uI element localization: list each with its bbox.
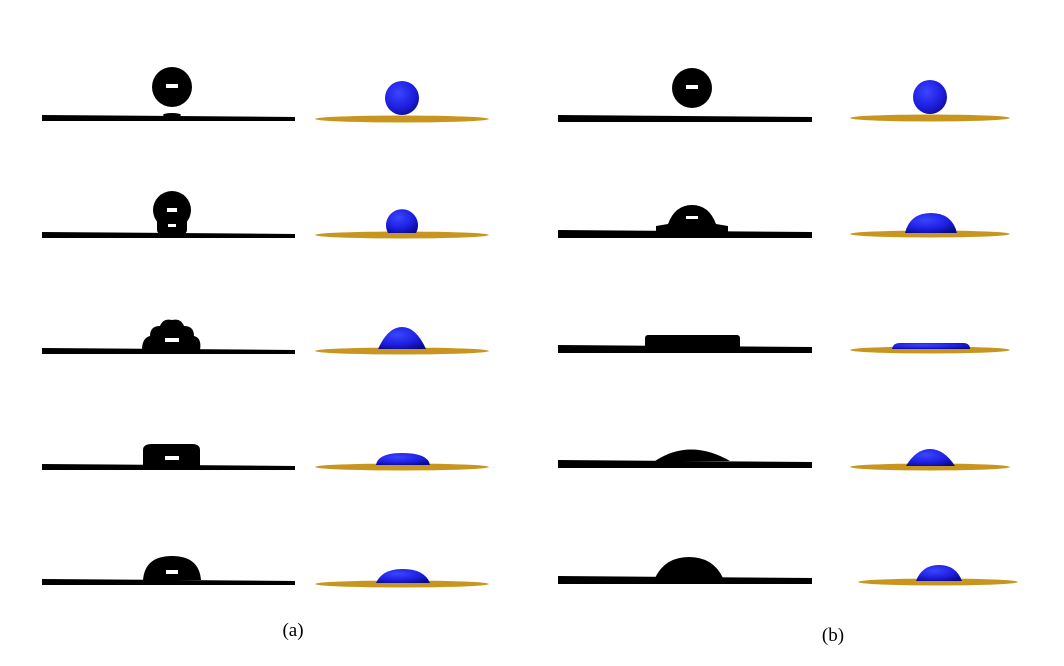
substrate: [858, 578, 1018, 586]
substrate: [42, 579, 295, 585]
sim-a1: [315, 81, 489, 123]
droplet: [905, 213, 957, 233]
droplet: [645, 335, 740, 349]
substrate: [42, 232, 295, 238]
frame-b4: [558, 449, 812, 468]
panel-label: (b): [822, 625, 844, 646]
substrate: [850, 230, 1010, 238]
substrate: [315, 115, 489, 123]
frame-b3: [558, 335, 812, 353]
sim-b1: [850, 80, 1010, 122]
reflection: [163, 113, 181, 117]
frame-b1: [558, 68, 812, 122]
droplet: [143, 444, 200, 466]
substrate: [850, 346, 1010, 354]
frame-a2: [42, 191, 295, 238]
frame-a4: [42, 444, 295, 470]
sim-b5: [858, 565, 1018, 586]
droplet: [385, 209, 418, 233]
highlight: [686, 216, 698, 219]
substrate: [558, 115, 812, 122]
substrate: [558, 460, 812, 468]
sim-b2: [850, 213, 1010, 238]
highlight: [166, 570, 178, 574]
droplet: [376, 453, 430, 465]
panel-b-simulation: [850, 80, 1018, 586]
substrate: [558, 576, 812, 584]
substrate: [315, 580, 489, 588]
panel-b-experiment: [558, 68, 812, 584]
substrate: [558, 230, 812, 238]
droplet: [913, 80, 947, 114]
droplet: [916, 565, 962, 581]
substrate: [850, 463, 1010, 471]
sim-a3: [315, 327, 489, 355]
frame-b5: [558, 557, 812, 584]
panel-a-experiment: [42, 67, 295, 585]
substrate: [315, 463, 489, 471]
highlight: [165, 456, 179, 460]
frame-a3: [42, 319, 295, 354]
highlight: [165, 338, 179, 342]
frame-a1: [42, 67, 295, 121]
frame-b2: [558, 205, 812, 238]
highlight: [167, 208, 177, 212]
droplet: [655, 449, 730, 461]
droplet: [385, 81, 419, 115]
substrate: [42, 464, 295, 470]
droplet: [906, 449, 955, 466]
droplet: [142, 319, 201, 350]
highlight: [168, 224, 176, 227]
substrate: [315, 231, 489, 239]
droplet: [655, 557, 723, 578]
highlight: [686, 85, 698, 89]
frame-a5: [42, 556, 295, 585]
sim-b3: [850, 343, 1010, 354]
droplet: [143, 556, 201, 580]
panel-label: (a): [282, 620, 303, 641]
panel-a-simulation: [315, 81, 489, 588]
substrate: [42, 115, 295, 121]
droplet: [378, 327, 426, 349]
sim-a2: [315, 209, 489, 239]
droplet: [892, 343, 970, 349]
sim-b4: [850, 449, 1010, 471]
substrate: [42, 348, 295, 354]
droplet: [376, 569, 430, 583]
substrate: [315, 347, 489, 355]
highlight: [166, 84, 178, 88]
sim-a4: [315, 453, 489, 471]
sim-a5: [315, 569, 489, 588]
substrate: [850, 114, 1010, 122]
